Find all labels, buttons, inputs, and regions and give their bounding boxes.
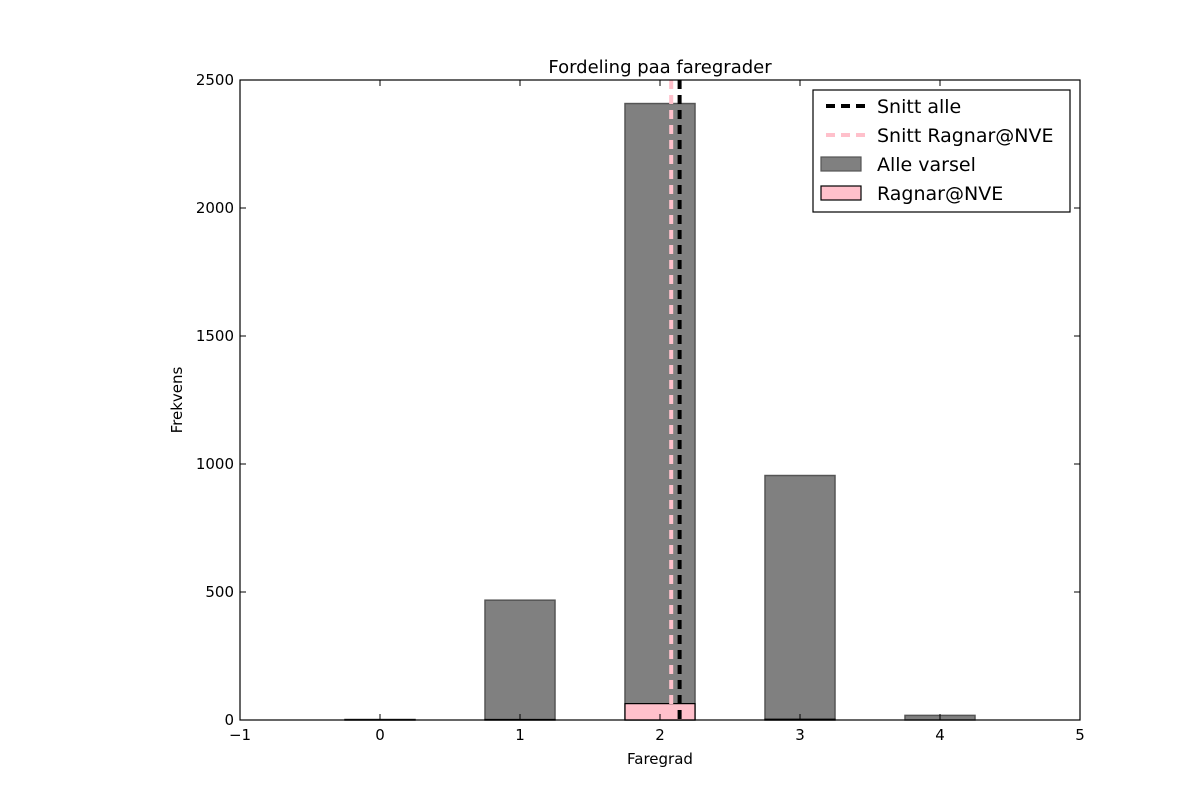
legend-label: Ragnar@NVE — [877, 183, 1003, 205]
legend-swatch-alle-varsel — [820, 156, 862, 172]
y-tick-label: 1500 — [196, 327, 234, 345]
x-tick-label: 3 — [795, 726, 805, 744]
legend-label: Snitt alle — [877, 96, 961, 118]
y-tick-label: 2000 — [196, 199, 234, 217]
y-tick-label: 2500 — [196, 71, 234, 89]
bar-alle-varsel-1 — [484, 599, 556, 721]
x-tick-label: 5 — [1075, 726, 1085, 744]
x-axis-label: Faregrad — [627, 750, 693, 768]
x-tick-label: 0 — [375, 726, 385, 744]
y-axis-label: Frekvens — [168, 366, 186, 433]
legend: Snitt alle Snitt Ragnar@NVE Alle varsel Rag… — [812, 89, 1071, 213]
legend-swatch-ragnar — [820, 185, 862, 201]
bars-layer — [344, 102, 976, 721]
x-tick-label: 4 — [935, 726, 945, 744]
chart-title: Fordeling paa faregrader — [548, 57, 772, 78]
x-tick-label: 2 — [655, 726, 665, 744]
legend-label: Alle varsel — [877, 154, 976, 176]
x-tick-label: −1 — [229, 726, 251, 744]
y-tick-label: 500 — [205, 583, 234, 601]
y-tick-label: 1000 — [196, 455, 234, 473]
y-tick-label: 0 — [224, 711, 234, 729]
bar-alle-varsel-2 — [624, 102, 696, 721]
x-tick-label: 1 — [515, 726, 525, 744]
mean-lines-layer — [669, 80, 682, 720]
bar-alle-varsel-3 — [764, 474, 836, 721]
legend-label: Snitt Ragnar@NVE — [877, 125, 1054, 147]
